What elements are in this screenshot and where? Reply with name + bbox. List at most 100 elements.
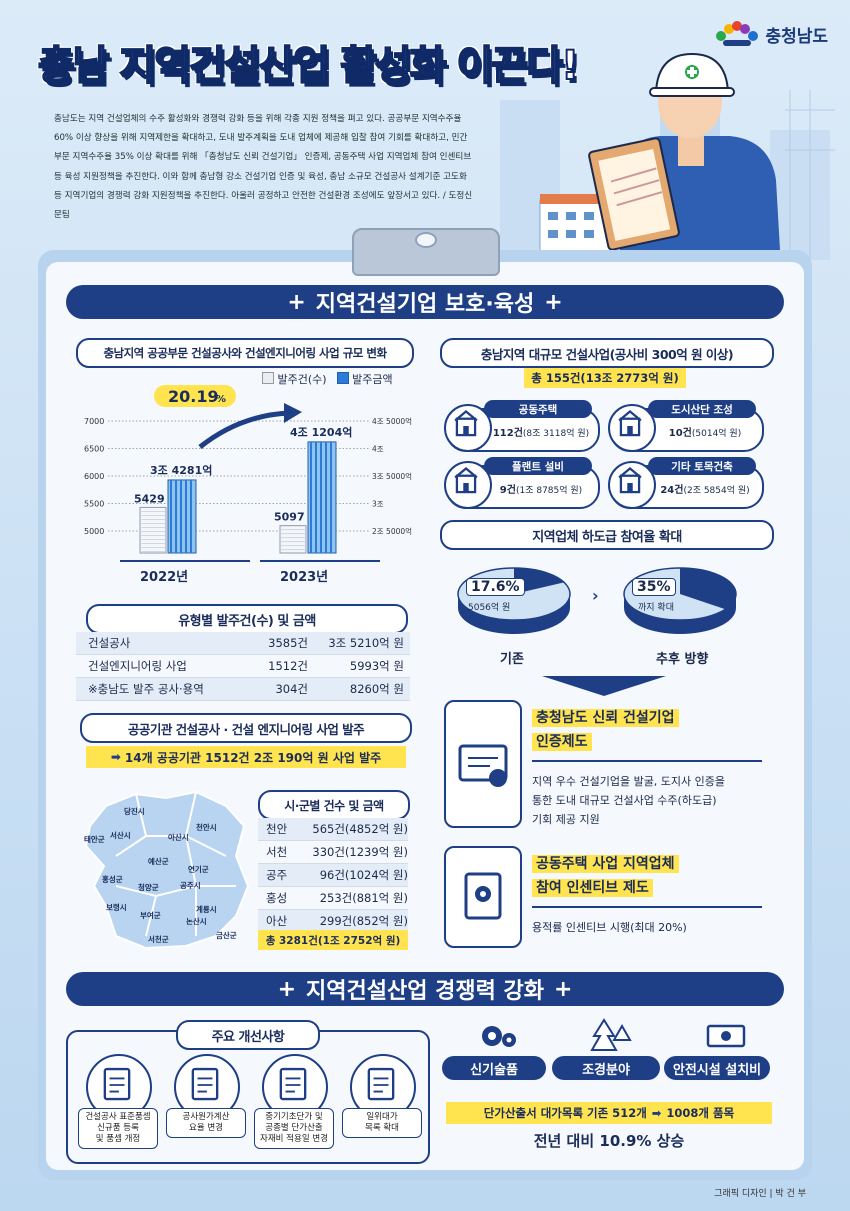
map-label: 예산군 [148, 857, 169, 866]
worker-illustration [588, 52, 780, 250]
improve-label: 건설공사 표준품셈 신규품 등록 및 품셈 개정 [78, 1108, 158, 1149]
bar-count [139, 506, 167, 554]
table-row: 공주 96건(1024억 원) [258, 864, 408, 887]
certificate-icon [458, 744, 508, 787]
bar-count [279, 525, 307, 554]
policy2-title-line1: 공동주택 사업 지역업체 [532, 855, 679, 873]
down-triangle-icon [542, 676, 666, 696]
annotation-badge [154, 385, 236, 407]
trees-icon [590, 1018, 632, 1051]
project-card: 기타 토목건축 24건(2조 5854억 원) [608, 457, 764, 509]
y-right-tick: 3조 [372, 500, 384, 509]
policy1: 충청남도 신뢰 건설기업 인증제도 지역 우수 건설기업을 발굴, 도지사 인증… [532, 706, 762, 829]
unit-category: 신기술품 [442, 1056, 546, 1080]
type-table-title: 유형별 발주건(수) 및 금액 [86, 604, 408, 634]
map-label: 논산시 [186, 917, 207, 926]
pie-after-pct: 35% [637, 579, 671, 595]
project-card: 공동주택 112건(8조 3118억 원) [444, 400, 600, 452]
pie-slice [680, 568, 736, 610]
legend-item-amount: 발주금액 [336, 371, 393, 387]
city-table: 천안 565건(4852억 원) 서천 330건(1239억 원) 공주 96건(1024… [258, 818, 408, 933]
type-table: 건설공사 3585건 3조 5210억 원 건설엔지니어링 사업 1512건 5993억 … [76, 632, 410, 701]
clip-hole [415, 232, 437, 248]
bar-amount-label: 3조 4281억 [150, 464, 212, 477]
table-row: 서천 330건(1239억 원) [258, 841, 408, 864]
city-icon [608, 404, 656, 452]
city-name: 서천 [266, 845, 288, 859]
bar-chart: 7000 4조 5000억 6500 4조 6000 3조 5000억 5500 3조 5000… [84, 385, 412, 585]
public-title: 공공기관 건설공사 · 건설 엔지니어링 사업 발주 [80, 713, 412, 743]
legend-item-count: 발주건(수) [262, 371, 327, 387]
city-value: 565건(4852억 원) [312, 822, 408, 836]
map-label: 부여군 [140, 911, 161, 920]
row-name: ※충남도 발주 공사·용역 [88, 682, 204, 696]
chungnam-logo: 충청남도 [713, 20, 828, 48]
table-row: 건설엔지니어링 사업 1512건 5993억 원 [76, 655, 410, 678]
city-value: 299건(852억 원) [319, 914, 408, 928]
row-count: 304건 [275, 682, 308, 696]
policy2: 공동주택 사업 지역업체 참여 인센티브 제도 용적률 인센티브 시행(최대 2… [532, 852, 762, 937]
large-total: 총 155건(13조 2773억 원) [524, 368, 686, 388]
pie-after-label: 추후 방향 [656, 652, 709, 667]
city-value: 330건(1239억 원) [312, 845, 408, 859]
policy1-title-line1: 충청남도 신뢰 건설기업 [532, 709, 679, 727]
logo-icon [716, 21, 759, 46]
map-label: 서산시 [110, 831, 131, 840]
pie-before-sub: 5056억 원 [468, 603, 511, 613]
bar-count-label: 5429 [134, 492, 165, 505]
table-row: 홍성 253건(881억 원) [258, 887, 408, 910]
city-total: 총 3281건(1조 2752억 원) [258, 930, 408, 950]
map-label: 천안시 [196, 823, 217, 832]
intro-text: 충남도는 지역 건설업체의 수주 활성화와 경쟁력 강화 등을 위해 각종 지원… [54, 114, 473, 221]
improve-label: 중기기초단가 및 공종별 단가산출 자재비 적용일 변경 [254, 1108, 334, 1149]
policy2-title-line2: 참여 인센티브 제도 [532, 879, 653, 897]
card-title: 플랜트 설비 [484, 457, 592, 475]
gear-doc-icon-box [444, 846, 522, 948]
arrow-right-icon: ➡ [651, 1106, 662, 1120]
y-left-tick: 6500 [84, 445, 104, 454]
card-value: 9건(1조 8785억 원) [499, 485, 583, 496]
card-title: 도시산단 조성 [648, 400, 756, 418]
y-right-tick: 3조 5000억 [372, 472, 412, 481]
annotation-unit: % [216, 394, 226, 405]
map-label: 아산시 [168, 833, 189, 842]
map-label: 홍성군 [102, 875, 123, 884]
subcontract-title: 지역업체 하도급 참여율 확대 [440, 520, 774, 550]
chart-title: 충남지역 공공부문 건설공사와 건설엔지니어링 사업 규모 변화 [76, 338, 414, 368]
card-value: 10건(5014억 원) [668, 428, 742, 439]
arrow-right-icon: ➡ [110, 750, 121, 764]
unit-highlight: 단가산출서 대가목록 기존 512개 ➡ 1008개 품목 [446, 1102, 772, 1124]
y-left-tick: 6000 [84, 472, 104, 481]
certificate-icon-box [444, 700, 522, 828]
city-name: 홍성 [266, 891, 288, 905]
y-left-tick: 5000 [84, 527, 104, 536]
unit-result: 전년 대비 10.9% 상승 [533, 1132, 685, 1150]
pie-before-pct-box: 17.6% [466, 578, 525, 596]
card-value: 24건(2조 5854억 원) [660, 485, 750, 496]
map-label: 청양군 [138, 883, 159, 892]
pie-before-label: 기존 [500, 652, 524, 667]
chungnam-map [84, 790, 250, 950]
map-label: 보령시 [106, 903, 127, 912]
improve-title: 주요 개선사항 [176, 1020, 320, 1050]
bar-count-label: 5097 [274, 511, 305, 524]
table-row: ※충남도 발주 공사·용역 304건 8260억 원 [76, 678, 410, 701]
annotation-text: 20.19 [168, 387, 219, 406]
y-right-tick: 4조 [372, 445, 384, 454]
chart-legend: 발주건(수) 발주금액 [262, 371, 393, 387]
map-label: 계룡시 [196, 905, 217, 914]
growth-arrow-head [284, 403, 302, 423]
map-label: 공주시 [180, 881, 201, 890]
pie-slice [514, 568, 565, 594]
card-title: 공동주택 [484, 400, 592, 418]
map-label: 서천군 [148, 935, 169, 944]
x-tick-label: 2022년 [140, 570, 188, 585]
improve-label: 일위대가 목록 확대 [342, 1108, 422, 1138]
pie-before-pct: 17.6% [471, 579, 520, 595]
x-tick-label: 2023년 [280, 570, 328, 585]
section2-banner: + 지역건설산업 경쟁력 강화 + [66, 972, 784, 1006]
pie-after-pct-box: 35% [632, 578, 676, 596]
section1-title: 지역건설기업 보호·육성 [315, 292, 535, 317]
map-label: 태안군 [84, 835, 105, 844]
table-row: 천안 565건(4852억 원) [258, 818, 408, 841]
